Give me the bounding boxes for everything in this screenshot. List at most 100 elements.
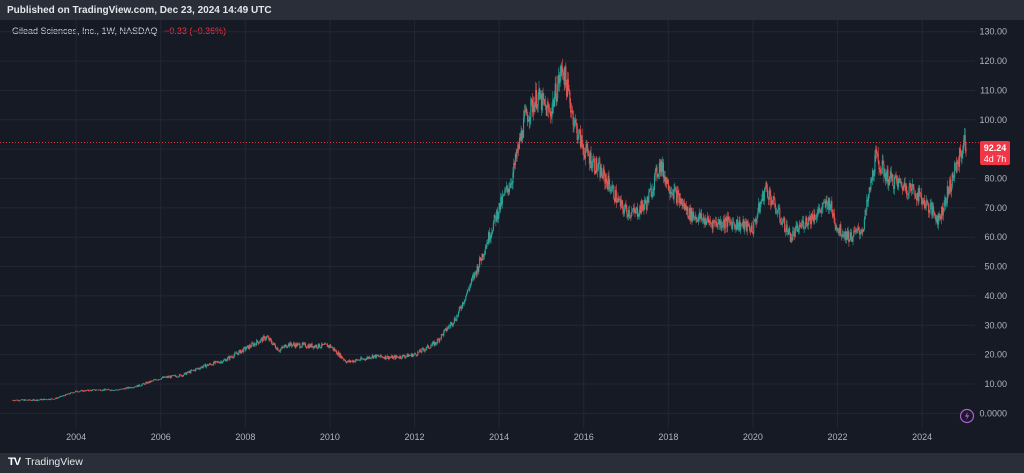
candle-body bbox=[836, 228, 839, 231]
candle-body bbox=[17, 400, 19, 401]
candle-body bbox=[92, 389, 94, 391]
candle-body bbox=[720, 220, 722, 228]
candle-body bbox=[123, 388, 125, 390]
candle-body bbox=[165, 376, 167, 378]
candle-body bbox=[884, 173, 886, 177]
candle-body bbox=[522, 117, 525, 138]
candle-body bbox=[902, 186, 904, 191]
candle-body bbox=[191, 370, 193, 371]
candle-body bbox=[261, 338, 263, 340]
candle-body bbox=[908, 187, 910, 195]
candle-body bbox=[548, 106, 550, 112]
candle-body bbox=[821, 207, 823, 209]
candle-body bbox=[755, 221, 757, 223]
candle-body bbox=[469, 285, 471, 290]
price-badge: 92.24 4d 7h bbox=[980, 141, 1010, 165]
candle-body bbox=[955, 163, 957, 172]
candle-body bbox=[378, 355, 380, 357]
candle-body bbox=[344, 360, 346, 362]
candle-body bbox=[532, 104, 534, 113]
candle-body bbox=[456, 315, 458, 321]
candle-body bbox=[585, 143, 587, 152]
candle-body bbox=[531, 98, 533, 101]
candle-body bbox=[474, 271, 477, 273]
y-axis: 0.0000 10.00 20.00 30.00 40.00 50.00 60.00 70.0… bbox=[979, 27, 1007, 419]
candle-body bbox=[855, 228, 857, 232]
candle-body bbox=[21, 399, 24, 401]
candle-body bbox=[883, 164, 885, 177]
candle-body bbox=[486, 242, 488, 247]
candle-body bbox=[753, 221, 755, 234]
candle-body bbox=[544, 104, 547, 106]
candle-body bbox=[241, 349, 243, 351]
candle-body bbox=[130, 387, 133, 388]
candle-body bbox=[654, 169, 656, 176]
candle-body bbox=[649, 189, 651, 193]
candle-body bbox=[179, 374, 181, 376]
candle-body bbox=[199, 368, 201, 370]
candle-body bbox=[357, 359, 359, 361]
candle-body bbox=[174, 375, 176, 376]
candle-body bbox=[889, 176, 891, 185]
candle-body bbox=[143, 383, 145, 384]
candle-body bbox=[754, 219, 756, 222]
candle-body bbox=[454, 318, 456, 321]
x-tick-label: 2024 bbox=[912, 432, 932, 442]
candle-body bbox=[496, 210, 498, 222]
candle-body bbox=[871, 170, 874, 181]
candle-body bbox=[570, 110, 573, 113]
candle-body bbox=[326, 344, 328, 345]
candle-body bbox=[810, 215, 812, 225]
candle-body bbox=[945, 197, 947, 205]
candle-body bbox=[86, 390, 88, 391]
candle-body bbox=[538, 88, 540, 96]
candle-body bbox=[313, 346, 315, 348]
candle-body bbox=[686, 206, 688, 211]
candle-body bbox=[364, 358, 366, 360]
candle-body bbox=[890, 171, 892, 179]
bottom-bar bbox=[0, 453, 1024, 473]
candle-body bbox=[427, 345, 429, 349]
candle-body bbox=[692, 212, 694, 222]
candle-body bbox=[410, 353, 412, 356]
candle-body bbox=[882, 160, 884, 165]
candle-body bbox=[383, 357, 385, 359]
candle-body bbox=[800, 226, 802, 228]
candle-body bbox=[732, 221, 734, 223]
candle-body bbox=[616, 202, 618, 203]
candle-body bbox=[690, 207, 692, 221]
candle-body bbox=[15, 399, 17, 401]
y-tick-label: 20.00 bbox=[984, 350, 1007, 360]
candle-body bbox=[255, 343, 257, 346]
candle-body bbox=[134, 386, 136, 388]
candle-body bbox=[393, 355, 395, 357]
candle-body bbox=[479, 257, 481, 267]
candle-body bbox=[243, 347, 246, 348]
tradingview-brand[interactable]: TV TradingView bbox=[8, 456, 83, 468]
candle-body bbox=[143, 383, 146, 385]
candle-body bbox=[374, 355, 377, 358]
lightning-icon[interactable] bbox=[959, 408, 975, 424]
candle-body bbox=[537, 95, 539, 106]
candle-body bbox=[769, 190, 771, 195]
candle-body bbox=[945, 202, 948, 205]
candle-body bbox=[586, 143, 588, 148]
candle-body bbox=[536, 89, 538, 109]
candle-body bbox=[714, 221, 717, 223]
candle-body bbox=[530, 98, 532, 117]
candle-body bbox=[673, 188, 675, 199]
symbol-legend[interactable]: Gilead Sciences, Inc., 1W, NASDAQ −0.33 … bbox=[12, 26, 226, 36]
candle-body bbox=[847, 231, 849, 239]
candle-body bbox=[767, 189, 769, 198]
candle-body bbox=[728, 219, 730, 221]
candle-body bbox=[58, 397, 60, 398]
candle-body bbox=[443, 331, 445, 336]
candle-body bbox=[677, 191, 679, 194]
candle-body bbox=[717, 222, 719, 228]
candle-body bbox=[587, 147, 589, 154]
candle-body bbox=[551, 107, 553, 117]
candle-body bbox=[915, 194, 917, 199]
candle-body bbox=[228, 356, 230, 360]
candle-body bbox=[388, 357, 390, 359]
